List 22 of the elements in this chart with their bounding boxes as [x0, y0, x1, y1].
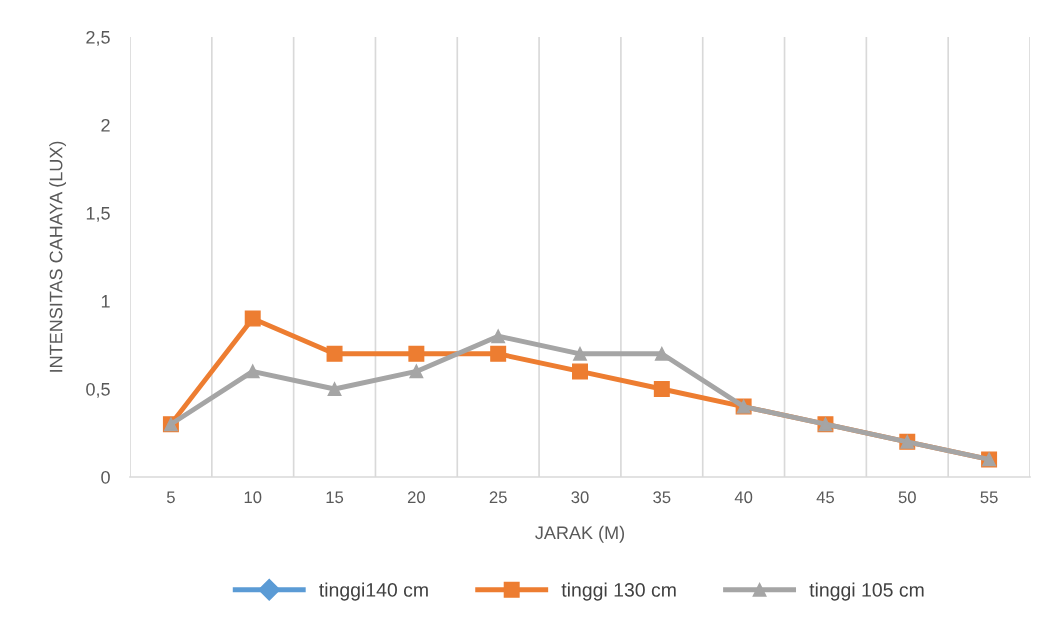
x-axis-title: JARAK (M) [535, 525, 625, 543]
x-tick-label: 50 [898, 491, 916, 504]
y-tick-label: 2,5 [86, 30, 110, 46]
x-tick-label: 15 [326, 491, 344, 504]
y-tick-label: 2 [101, 118, 110, 132]
x-tick-label: 10 [244, 491, 262, 504]
y-tick-label: 0 [101, 470, 110, 484]
y-tick-label: 0,5 [86, 382, 110, 398]
y-tick-label: 1 [101, 295, 110, 308]
x-tick-label: 5 [166, 491, 175, 504]
y-tick-label: 1,5 [86, 207, 110, 222]
x-tick-label: 25 [489, 491, 507, 504]
x-tick-label: 55 [980, 491, 998, 504]
x-tick-label: 40 [734, 491, 753, 504]
x-tick-label: 20 [407, 491, 425, 504]
legend-label: tinggi140 cm [319, 582, 428, 601]
legend-label: tinggi 130 cm [561, 582, 676, 601]
y-axis-title: INTENSITAS CAHAYA (LUX) [49, 141, 67, 372]
x-tick-label: 30 [571, 491, 589, 504]
legend-label: tinggi 105 cm [809, 582, 924, 601]
x-tick-label: 35 [653, 491, 671, 504]
x-tick-label: 45 [816, 491, 835, 504]
